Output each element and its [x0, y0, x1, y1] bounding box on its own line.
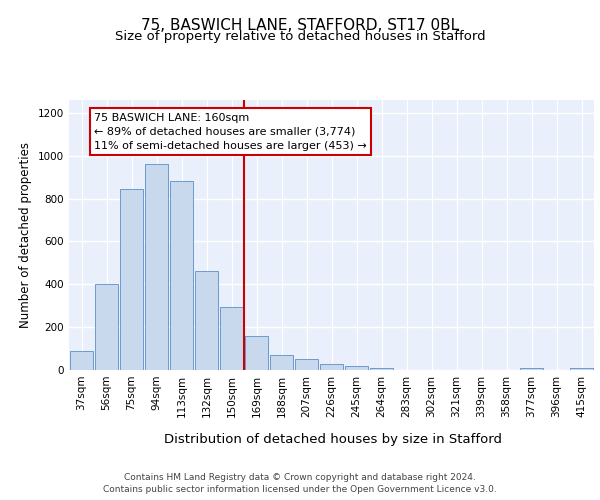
Bar	[170, 182, 193, 370]
Text: Size of property relative to detached houses in Stafford: Size of property relative to detached ho…	[115, 30, 485, 43]
Bar	[569, 368, 593, 370]
Text: 75 BASWICH LANE: 160sqm
← 89% of detached houses are smaller (3,774)
11% of semi: 75 BASWICH LANE: 160sqm ← 89% of detache…	[94, 113, 367, 151]
Bar	[370, 368, 394, 370]
Bar	[220, 307, 244, 370]
Bar	[320, 364, 343, 370]
Bar	[245, 336, 268, 370]
Y-axis label: Number of detached properties: Number of detached properties	[19, 142, 32, 328]
Text: 75, BASWICH LANE, STAFFORD, ST17 0BL: 75, BASWICH LANE, STAFFORD, ST17 0BL	[141, 18, 459, 32]
Bar	[70, 350, 94, 370]
Bar	[145, 164, 169, 370]
Text: Contains HM Land Registry data © Crown copyright and database right 2024.
Contai: Contains HM Land Registry data © Crown c…	[103, 472, 497, 494]
Bar	[344, 366, 368, 370]
Text: Distribution of detached houses by size in Stafford: Distribution of detached houses by size …	[164, 432, 502, 446]
Bar	[95, 284, 118, 370]
Bar	[194, 272, 218, 370]
Bar	[269, 355, 293, 370]
Bar	[520, 368, 544, 370]
Bar	[119, 189, 143, 370]
Bar	[295, 360, 319, 370]
